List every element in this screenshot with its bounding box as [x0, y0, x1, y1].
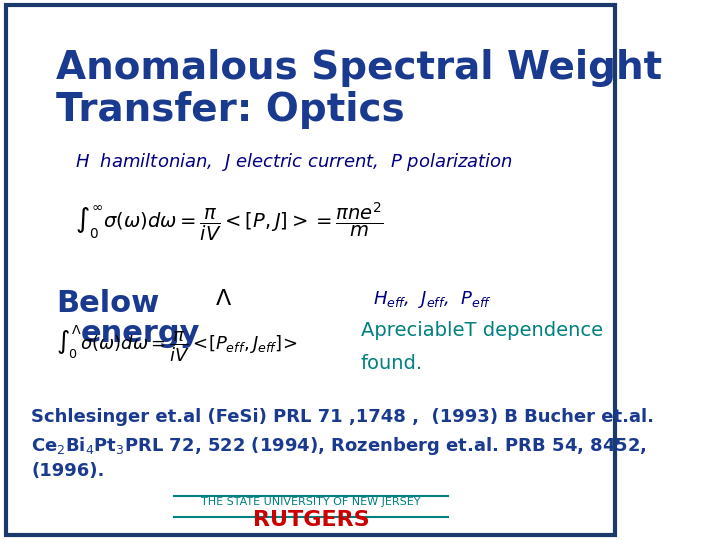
Text: Anomalous Spectral Weight
Transfer: Optics: Anomalous Spectral Weight Transfer: Opti…	[56, 49, 662, 129]
Text: $H_{eff}$,  $J_{eff}$,  $P_{eff}$: $H_{eff}$, $J_{eff}$, $P_{eff}$	[373, 289, 492, 310]
Text: ApreciableT dependence: ApreciableT dependence	[361, 321, 603, 340]
Text: Schlesinger et.al (FeSi) PRL 71 ,1748 ,  (1993) B Bucher et.al.: Schlesinger et.al (FeSi) PRL 71 ,1748 , …	[31, 408, 654, 426]
Text: $\Lambda$: $\Lambda$	[215, 289, 233, 309]
Text: found.: found.	[361, 354, 423, 373]
Text: $\int_{0}^{\Lambda} \sigma(\omega)d\omega = \dfrac{\pi}{iV} < \!\left[ P_{eff}, : $\int_{0}^{\Lambda} \sigma(\omega)d\omeg…	[56, 324, 297, 364]
Text: RUTGERS: RUTGERS	[253, 510, 369, 530]
Text: THE STATE UNIVERSITY OF NEW JERSEY: THE STATE UNIVERSITY OF NEW JERSEY	[201, 497, 420, 507]
Text: Ce$_{2}$Bi$_{4}$Pt$_{3}$PRL 72, 522 (1994), Rozenberg et.al. PRB 54, 8452,: Ce$_{2}$Bi$_{4}$Pt$_{3}$PRL 72, 522 (199…	[31, 435, 647, 457]
Text: $H$  hamiltonian,  $J$ electric current,  $P$ polarization: $H$ hamiltonian, $J$ electric current, $…	[75, 151, 513, 173]
Text: Below: Below	[56, 289, 159, 318]
Text: $\int_{0}^{\infty} \sigma(\omega)d\omega = \dfrac{\pi}{iV} < [P, J] >= \dfrac{\p: $\int_{0}^{\infty} \sigma(\omega)d\omega…	[75, 200, 383, 243]
Text: (1996).: (1996).	[31, 462, 104, 480]
Text: energy: energy	[81, 319, 200, 348]
